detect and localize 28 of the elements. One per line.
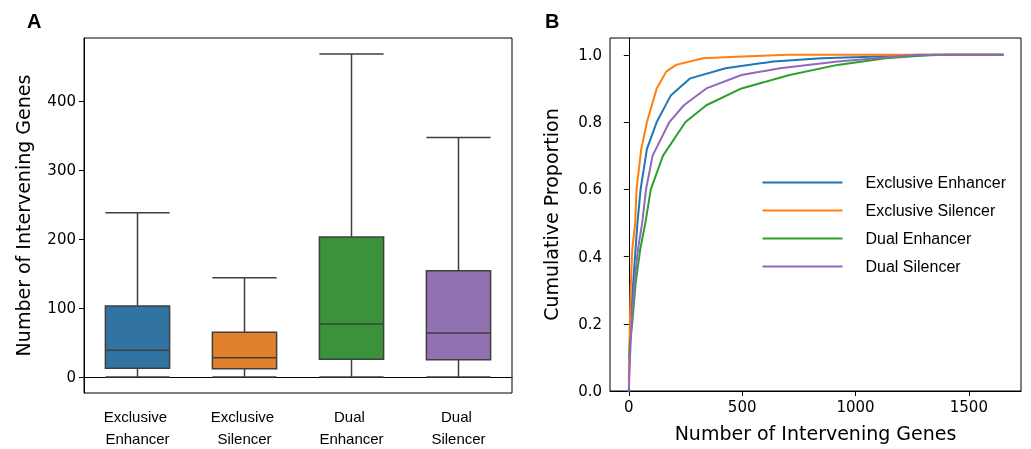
y-tick-label: 0.4 — [578, 247, 602, 266]
y-tick-label: 0.8 — [578, 113, 602, 132]
y-tick-label: 0.2 — [578, 314, 602, 333]
x-tick-label: 1500 — [949, 397, 988, 416]
legend-label: Exclusive Silencer — [865, 202, 996, 219]
x-tick-label: Exclusive Silencer — [210, 407, 279, 447]
legend-label: Exclusive Enhancer — [865, 174, 1007, 191]
y-axis-title: Number of Intervening Genes — [11, 74, 34, 357]
x-tick-label: Exclusive Enhancer — [103, 407, 172, 447]
y-axis-title: Cumulative Proportion — [539, 108, 562, 321]
chart-title: A — [27, 10, 42, 32]
y-tick-label: 0.6 — [578, 180, 602, 199]
x-tick-label: Dual Enhancer — [319, 407, 384, 447]
chart-title: B — [545, 10, 560, 32]
x-tick-label: 1000 — [836, 397, 875, 416]
x-tick-label: Dual Silencer — [431, 407, 486, 447]
x-tick-label: 500 — [727, 397, 757, 416]
y-tick-label: 0 — [66, 368, 76, 387]
legend-label: Dual Enhancer — [865, 230, 972, 247]
y-tick-label: 200 — [47, 229, 76, 248]
legend-label: Dual Silencer — [865, 258, 962, 275]
y-tick-label: 100 — [47, 299, 76, 318]
y-tick-label: 400 — [47, 91, 76, 110]
y-tick-label: 0.0 — [578, 382, 602, 400]
x-axis-title: Number of Intervening Genes — [674, 421, 957, 444]
y-tick-label: 300 — [47, 160, 76, 179]
x-tick-label: 0 — [624, 397, 634, 416]
y-tick-label: 1.0 — [578, 45, 602, 64]
